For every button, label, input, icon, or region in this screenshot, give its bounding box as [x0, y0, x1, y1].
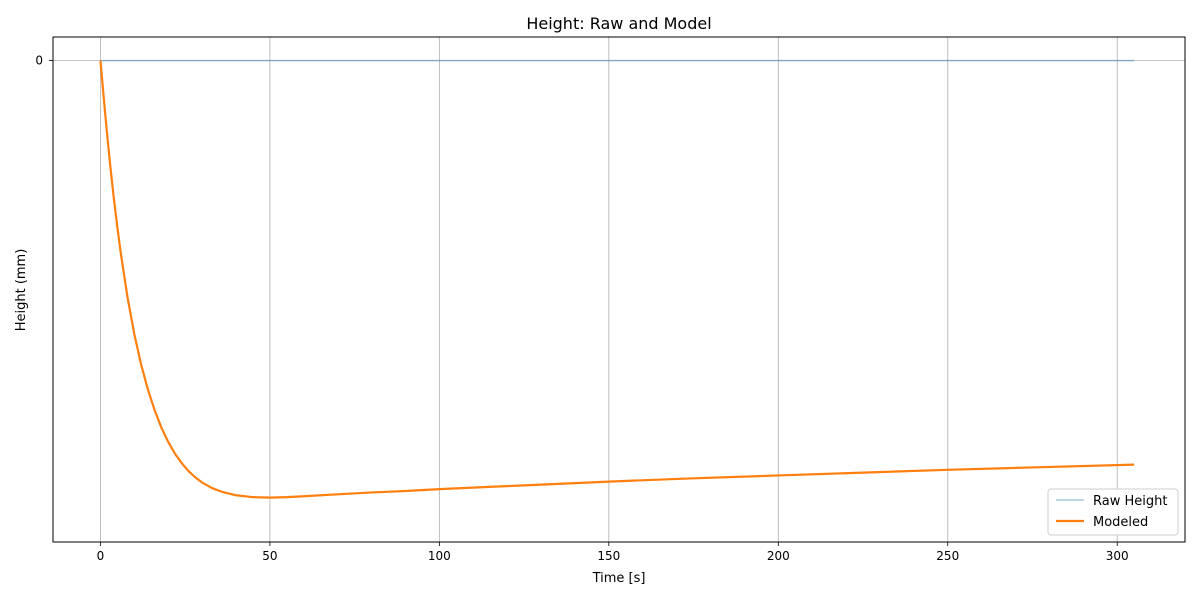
y-axis-label: Height (mm) — [14, 249, 29, 332]
x-tick-label: 250 — [936, 549, 959, 563]
x-tick-label: 50 — [262, 549, 277, 563]
x-tick-label: 200 — [767, 549, 790, 563]
series-layer — [99, 59, 1135, 499]
legend: Raw Height Modeled — [1047, 488, 1179, 536]
legend-label-raw-height: Raw Height — [1093, 494, 1167, 509]
series-line-modeled — [99, 60, 1135, 499]
x-axis-label: Time [s] — [592, 571, 646, 586]
y-tick-label: 0 — [35, 54, 43, 68]
grid — [53, 37, 1185, 542]
plot-frame — [52, 36, 1186, 543]
legend-label-modeled: Modeled — [1093, 515, 1148, 530]
x-tick-label: 0 — [97, 549, 105, 563]
y-axis-ticks: 0 — [35, 54, 53, 68]
x-tick-label: 150 — [597, 549, 620, 563]
x-axis-ticks: 0 50 100 150 200 250 300 — [97, 542, 1129, 563]
x-tick-label: 300 — [1106, 549, 1129, 563]
chart-title: Height: Raw and Model — [526, 14, 711, 33]
plot-area — [53, 37, 1185, 542]
x-tick-label: 100 — [428, 549, 451, 563]
legend-box — [1047, 488, 1179, 536]
